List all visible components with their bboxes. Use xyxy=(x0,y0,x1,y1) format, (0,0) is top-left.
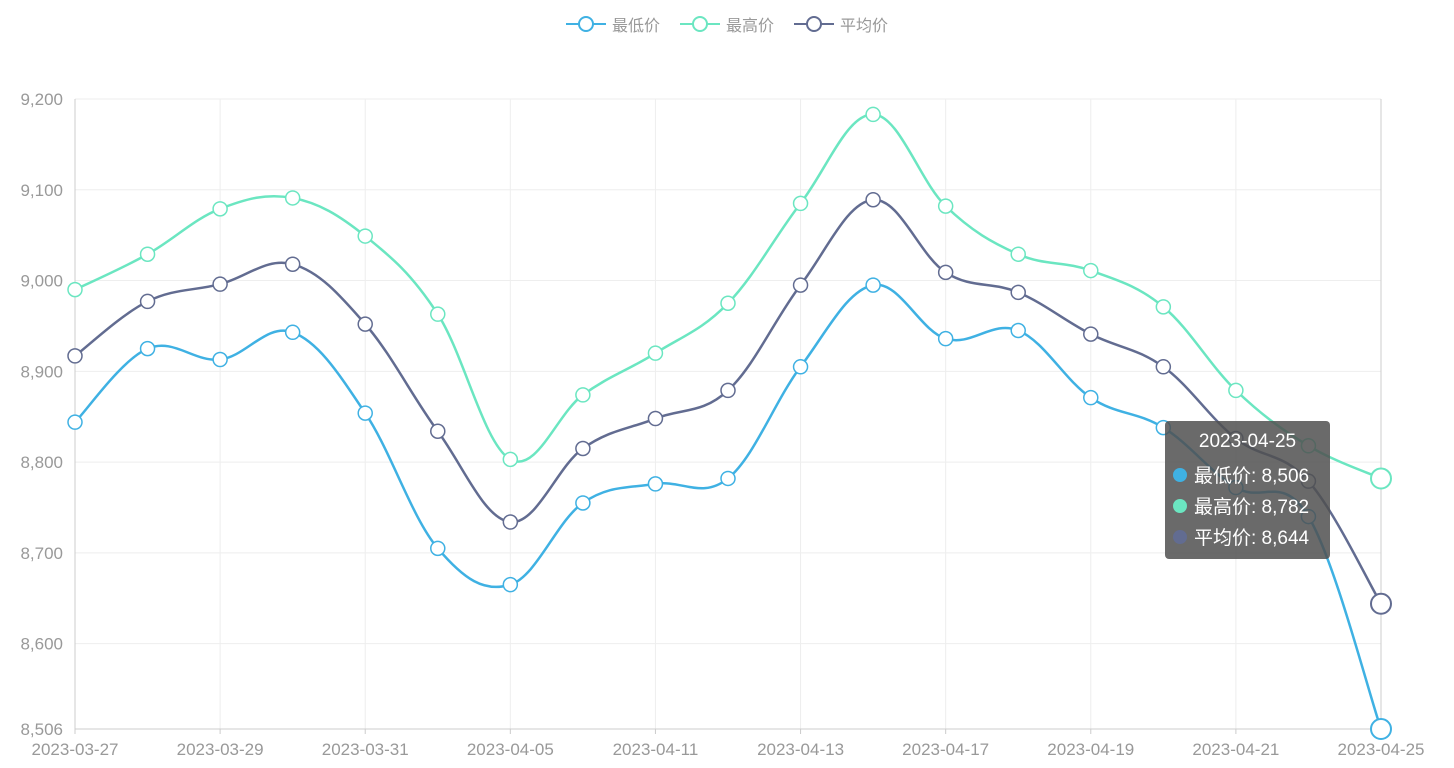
axes xyxy=(74,99,1382,730)
x-tick-label: 2023-03-27 xyxy=(32,740,119,759)
legend-high-label: 最高价 xyxy=(725,18,774,35)
x-tick-label: 2023-04-19 xyxy=(1047,740,1134,759)
data-point-avg xyxy=(720,382,736,399)
data-point-high xyxy=(1083,262,1099,279)
data-point-high xyxy=(502,451,519,468)
y-axis-ticks: 8,506 8,600 8,700 8,800 8,900 9,000 9,100 9,200 xyxy=(20,90,63,739)
data-point-avg xyxy=(212,276,228,292)
data-point-avg xyxy=(502,514,519,530)
data-point-high xyxy=(575,387,591,403)
legend-item-high[interactable]: 最高价 xyxy=(679,12,774,36)
data-point-avg xyxy=(67,348,83,364)
tooltip: 2023-04-25 最低价: 8,506 最高价: 8,782 平均价: 8,… xyxy=(1165,421,1330,559)
legend-low-label: 最低价 xyxy=(611,18,660,35)
x-tick-label: 2023-04-25 xyxy=(1338,740,1425,759)
data-point-low xyxy=(647,476,664,492)
data-point-high xyxy=(430,306,446,322)
data-point-avg xyxy=(430,423,446,439)
legend-high-icon xyxy=(679,16,720,32)
data-point-low xyxy=(720,470,736,487)
x-tick-label: 2023-04-17 xyxy=(902,740,989,759)
data-point-low xyxy=(1083,389,1099,406)
data-point-high xyxy=(1155,299,1172,315)
data-point-high xyxy=(284,190,301,206)
y-tick-label: 8,506 xyxy=(20,720,63,739)
data-point-avg xyxy=(1083,326,1099,342)
legend-avg-icon xyxy=(794,16,834,32)
data-point-high xyxy=(67,281,83,298)
tooltip-low-text: 最低价: 8,506 xyxy=(1194,466,1310,487)
tooltip-row-avg: 平均价: 8,644 xyxy=(1165,521,1330,552)
data-point-low xyxy=(792,359,809,375)
data-point-high xyxy=(212,201,228,217)
y-tick-label: 8,800 xyxy=(20,453,63,472)
legend-low-icon xyxy=(565,16,606,32)
data-point-avg xyxy=(139,293,156,310)
x-tick-label: 2023-03-29 xyxy=(177,740,264,759)
data-point-avg xyxy=(575,440,591,457)
legend-avg-label: 平均价 xyxy=(840,18,889,35)
tooltip-avg-text: 平均价: 8,644 xyxy=(1194,528,1310,549)
data-point-low xyxy=(212,351,228,368)
data-point-low xyxy=(284,324,301,341)
tooltip-title: 2023-04-25 xyxy=(1198,431,1297,452)
y-tick-label: 9,200 xyxy=(20,90,63,109)
data-point-low xyxy=(1010,322,1026,339)
data-point-avg xyxy=(1155,359,1172,375)
data-point-high xyxy=(1010,246,1026,262)
tooltip-row-high: 最高价: 8,782 xyxy=(1165,490,1330,521)
data-point-avg xyxy=(1010,284,1026,301)
y-tick-label: 8,600 xyxy=(20,635,63,654)
data-point-low xyxy=(67,414,83,430)
x-tick-label: 2023-04-05 xyxy=(467,740,554,759)
y-tick-label: 9,000 xyxy=(20,272,63,291)
tooltip-high-dot-icon xyxy=(1173,498,1187,513)
data-point-avg xyxy=(865,192,881,208)
grid-lines xyxy=(75,98,1381,729)
x-tick-label: 2023-04-13 xyxy=(757,740,844,759)
data-point-high xyxy=(937,198,954,214)
x-tick-label: 2023-04-21 xyxy=(1192,740,1279,759)
legend-item-avg[interactable]: 平均价 xyxy=(794,12,888,36)
y-tick-label: 8,900 xyxy=(20,362,63,381)
legend: 最低价 最高价 平均价 xyxy=(0,12,1454,36)
data-point-high xyxy=(357,228,373,244)
y-tick-label: 8,700 xyxy=(20,544,63,563)
tooltip-low-dot-icon xyxy=(1173,467,1187,482)
data-point-avg xyxy=(1370,592,1392,615)
data-point-high xyxy=(647,345,664,361)
data-point-avg xyxy=(284,256,301,272)
data-point-low xyxy=(502,576,519,593)
data-point-avg xyxy=(647,410,664,427)
data-point-high xyxy=(792,195,809,212)
data-point-avg xyxy=(357,316,373,332)
data-point-high xyxy=(1370,467,1392,490)
data-point-low xyxy=(575,495,591,511)
data-point-high xyxy=(720,295,736,312)
data-point-low xyxy=(357,405,373,421)
tooltip-avg-dot-icon xyxy=(1173,529,1187,544)
tooltip-row-low: 最低价: 8,506 xyxy=(1165,459,1330,490)
x-tick-label: 2023-04-11 xyxy=(613,740,699,759)
data-point-low xyxy=(430,540,446,557)
data-point-avg xyxy=(792,277,809,293)
data-point-high xyxy=(1228,382,1244,399)
data-point-low xyxy=(865,277,881,293)
data-point-avg xyxy=(937,264,954,281)
tooltip-high-text: 最高价: 8,782 xyxy=(1194,497,1310,518)
data-point-low xyxy=(937,330,954,347)
y-tick-label: 9,100 xyxy=(20,181,63,200)
data-point-high xyxy=(139,246,156,262)
data-point-low xyxy=(1370,718,1392,740)
legend-item-low[interactable]: 最低价 xyxy=(565,12,660,36)
x-tick-label: 2023-03-31 xyxy=(322,740,409,759)
x-axis-ticks: 2023-03-27 2023-03-29 2023-03-31 2023-04-05… xyxy=(32,729,1425,759)
data-point-high xyxy=(865,106,881,123)
data-point-low xyxy=(139,340,156,357)
